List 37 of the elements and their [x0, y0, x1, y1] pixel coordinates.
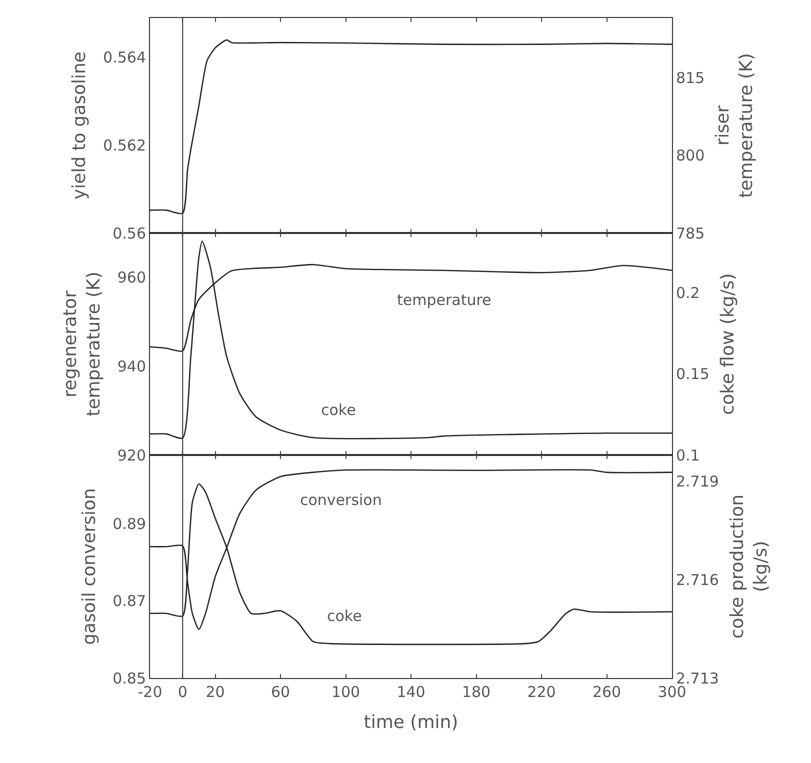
y2-tick-label: 785 [676, 224, 705, 242]
y-axis-title: yield to gasoline [69, 52, 90, 200]
y-tick-label: 920 [117, 446, 146, 464]
y-axis-title: gasoil conversion [78, 488, 100, 645]
line-series [150, 39, 672, 214]
y-tick-label: 0.562 [103, 136, 146, 154]
y2-tick-label: 0.1 [676, 446, 700, 464]
x-tick-label: 100 [331, 683, 360, 701]
series-label: conversion [300, 491, 382, 509]
y2-axis-title: coke flow (kg/s) [718, 273, 739, 415]
y2-axis-title: riser temperature (K) [712, 53, 758, 198]
y-tick-label: 940 [117, 357, 146, 376]
y2-tick-label: 0.2 [676, 284, 700, 302]
x-tick-label: 140 [396, 683, 426, 701]
y2-tick-label: 2.716 [676, 570, 719, 589]
x-axis-title: time (min) [364, 712, 458, 734]
series-label: temperature [397, 291, 492, 309]
y2-tick-label: 815 [676, 69, 705, 88]
series-label: coke [327, 607, 362, 625]
x-tick-label: 60 [270, 683, 290, 701]
y-axis-title: regenerator temperature (K) [60, 272, 105, 416]
y2-tick-label: 0.15 [676, 365, 710, 384]
y-tick-label: 0.56 [112, 224, 146, 242]
x-tick-label: 0 [178, 683, 188, 701]
y-tick-label: 0.564 [103, 48, 146, 67]
x-tick-label: 180 [462, 683, 491, 701]
y-tick-label: 960 [117, 268, 146, 286]
line-series [150, 240, 672, 440]
y2-tick-label: 2.719 [676, 472, 719, 490]
x-tick-label: 260 [592, 683, 622, 701]
x-tick-label: 20 [206, 683, 225, 701]
y-tick-label: 0.87 [112, 592, 146, 610]
y-tick-label: 0.89 [112, 515, 146, 534]
y2-axis-title: coke production (kg/s) [727, 494, 772, 639]
series-label: coke [321, 401, 356, 419]
y2-tick-label: 800 [676, 146, 705, 165]
x-tick-label: 220 [527, 683, 556, 701]
